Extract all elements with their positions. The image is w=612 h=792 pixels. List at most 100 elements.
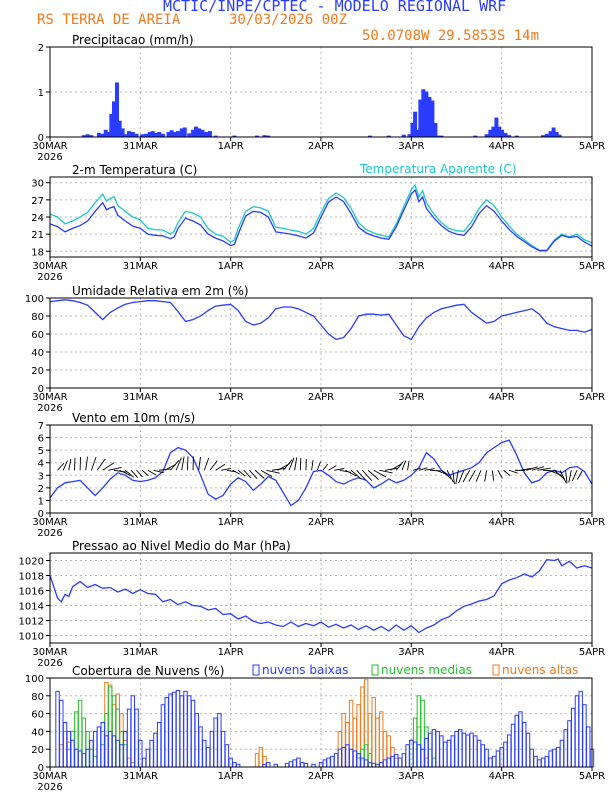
wind-vector [568, 470, 572, 483]
clouds-bar [348, 748, 354, 768]
wind-vector [108, 466, 122, 471]
ytick-label: 6 [38, 434, 44, 445]
clouds-bar [89, 748, 94, 768]
wind-vector [164, 464, 176, 471]
wind-vector [316, 461, 321, 471]
xtick-label: 5APR [579, 261, 605, 272]
wind-vector [299, 457, 302, 471]
clouds-bar [367, 713, 373, 768]
clouds-bar [522, 722, 527, 768]
ytick-label: 20 [31, 366, 44, 377]
ytick-label: 0 [38, 763, 44, 774]
ytick-label: 1020 [19, 557, 44, 568]
clouds-bar [540, 757, 546, 768]
xtick-label: 2APR [308, 392, 334, 403]
wind-vector [328, 465, 337, 471]
wind-vector [243, 469, 252, 479]
xtick-label: 3APR [398, 392, 424, 403]
xtick-label: 30MAR [32, 392, 67, 403]
ytick-label: 60 [31, 330, 44, 341]
xtick-label: 5APR [579, 647, 605, 658]
wind-vector [124, 469, 135, 478]
wind-vector [175, 457, 182, 471]
wind-vector [455, 470, 459, 485]
clouds-bar [379, 762, 384, 768]
clouds-bar [341, 746, 346, 768]
year-label: 2026 [37, 272, 62, 283]
wind-vector [221, 467, 232, 471]
xtick-label: 30MAR [32, 517, 67, 528]
xtick-label: 31MAR [123, 647, 158, 658]
clouds-bar [506, 734, 512, 768]
wind-vector [407, 461, 410, 471]
xtick-label: 2APR [308, 647, 334, 658]
clouds-bar [401, 753, 407, 768]
ytick-label: 60 [31, 710, 44, 721]
station-coords: 50.0708W 29.5853S 14m [362, 28, 540, 44]
clouds-bar [514, 714, 519, 768]
clouds-bar [431, 729, 437, 768]
rh-line [49, 299, 593, 341]
ytick-label: 1014 [19, 602, 44, 613]
clouds-bar [367, 753, 373, 768]
clouds-bar [141, 757, 147, 768]
wind-vector [159, 468, 171, 471]
wind-frame [49, 424, 593, 514]
legend-low-clouds: nuvens baixas [262, 663, 348, 677]
wind-vector [203, 457, 210, 471]
ytick-label: 24 [31, 213, 44, 224]
clouds-bar [104, 735, 109, 768]
clouds-bar [488, 757, 493, 768]
clouds-bar [303, 762, 309, 768]
clouds-bar [284, 762, 290, 768]
wind-vector [119, 469, 131, 477]
clouds-bar [480, 744, 486, 768]
clouds-bar [495, 750, 501, 768]
wind-vector [215, 463, 226, 471]
xtick-label: 5APR [579, 392, 605, 403]
ytick-label: 7 [38, 421, 44, 432]
clouds-bar [424, 738, 429, 768]
temp-title: 2-m Temperatura (C) [72, 163, 197, 177]
xtick-label: 30MAR [32, 141, 67, 152]
clouds-bar [74, 711, 79, 768]
clouds-bar [352, 750, 358, 768]
clouds-bar [416, 744, 422, 768]
ytick-label: 30 [31, 179, 44, 190]
xtick-label: 5APR [579, 141, 605, 152]
clouds-bar [525, 732, 531, 768]
clouds-bar [198, 726, 203, 768]
clouds-bar [217, 713, 222, 768]
clouds-bar [299, 762, 305, 768]
wind-vector [497, 470, 503, 479]
ytick-label: 5 [38, 446, 44, 457]
precip-bar [175, 131, 180, 138]
precip-bar [182, 127, 187, 138]
clouds-bar [100, 744, 105, 768]
wind-vector [554, 469, 566, 480]
clouds-bar [476, 739, 482, 768]
clouds-bar [386, 735, 391, 768]
clouds-bar [202, 739, 207, 768]
clouds-bar [443, 741, 448, 768]
clouds-bar [397, 757, 403, 768]
clouds-bar [375, 717, 380, 768]
clouds-panel [46, 677, 595, 771]
clouds-bar [66, 748, 72, 768]
precip-bar [157, 132, 162, 138]
clouds-bar [446, 739, 452, 768]
pressure-line [49, 558, 593, 634]
wind-title: Vento em 10m (m/s) [72, 411, 195, 425]
xtick-label: 1APR [218, 261, 244, 272]
xtick-label: 3APR [398, 261, 424, 272]
xtick-label: 4APR [489, 392, 515, 403]
clouds-bar [424, 726, 429, 768]
clouds-bar [126, 757, 132, 768]
wind-panel [46, 424, 593, 517]
wind-vector [147, 469, 157, 476]
precip-bar [172, 132, 177, 138]
apparent-temp-legend: Temperatura Aparente (C) [359, 162, 517, 176]
pressure-title: Pressao ao Nivel Medio do Mar (hPa) [72, 539, 291, 553]
clouds-bar [258, 746, 263, 768]
